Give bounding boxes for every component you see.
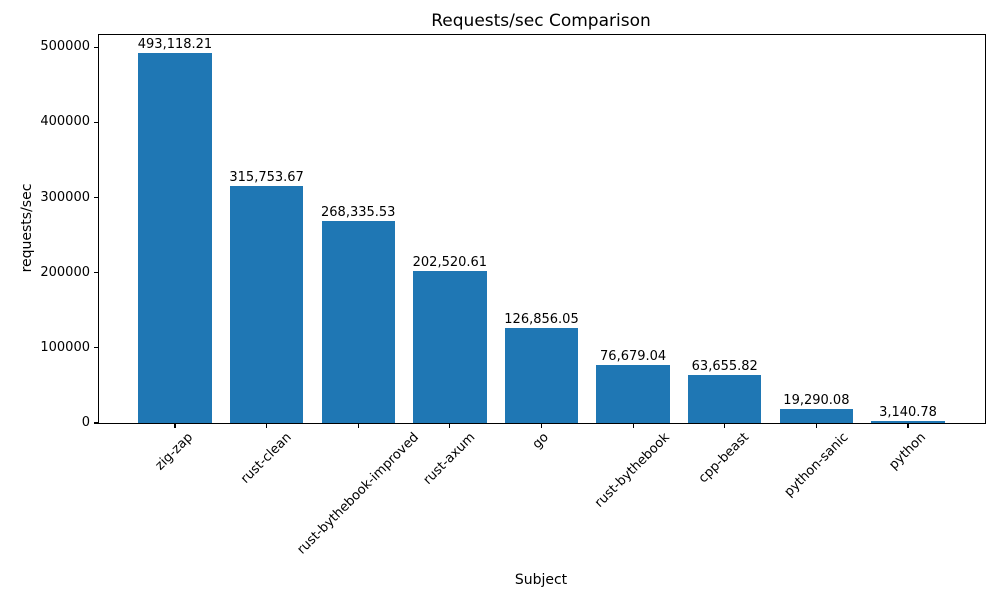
x-tick-mark (632, 424, 634, 428)
bar-value-label: 202,520.61 (412, 254, 488, 270)
y-tick-label: 0 (81, 415, 90, 430)
x-tick-mark (449, 424, 451, 428)
x-tick-mark (174, 424, 176, 428)
y-tick-label: 500000 (40, 39, 90, 55)
y-tick-mark (94, 197, 98, 199)
bar (413, 270, 487, 423)
y-tick-mark (94, 422, 98, 424)
bar (779, 408, 854, 423)
bar (596, 365, 670, 423)
x-tick-label: rust-bythebook-improved (294, 430, 422, 558)
x-tick-mark (540, 424, 543, 428)
y-tick-mark (94, 272, 98, 274)
x-tick-mark (266, 424, 268, 428)
x-tick-label: rust-clean (237, 430, 295, 487)
bar (871, 420, 945, 423)
bar (321, 221, 395, 423)
bar-value-label: 76,679.04 (600, 349, 667, 365)
bar (688, 375, 762, 423)
bar-value-label: 126,856.05 (504, 311, 579, 327)
chart-title: Requests/sec Comparison (431, 11, 651, 31)
y-tick-label: 300000 (40, 189, 90, 205)
bar-value-label: 493,118.21 (137, 36, 213, 52)
y-tick-label: 400000 (40, 114, 90, 130)
x-tick-label: rust-axum (420, 430, 479, 488)
x-axis-label: Subject (514, 572, 568, 588)
y-tick-mark (94, 347, 98, 349)
bar (229, 185, 304, 423)
x-tick-mark (907, 424, 909, 428)
bar-value-label: 19,290.08 (783, 392, 850, 408)
x-tick-label: cpp-beast (696, 430, 753, 487)
y-tick-mark (94, 121, 98, 124)
y-axis-label: requests/sec (19, 183, 35, 273)
bar (138, 52, 212, 423)
bar-value-label: 63,655.82 (691, 359, 758, 375)
bar-value-label: 268,335.53 (321, 205, 396, 221)
x-tick-label: zig-zap (152, 430, 197, 474)
x-tick-mark (724, 424, 726, 428)
bar (504, 327, 579, 423)
y-tick-label: 100000 (40, 339, 90, 355)
x-tick-label: go (530, 430, 553, 453)
bar-value-label: 3,140.78 (879, 404, 937, 420)
bar-value-label: 315,753.67 (229, 169, 304, 185)
x-tick-label: python (886, 430, 929, 473)
y-tick-label: 200000 (40, 264, 90, 280)
x-tick-mark (357, 424, 359, 428)
x-tick-label: python-sanic (781, 430, 852, 500)
x-tick-label: rust-bythebook (592, 430, 674, 511)
x-tick-mark (815, 424, 817, 428)
y-tick-mark (94, 46, 98, 48)
